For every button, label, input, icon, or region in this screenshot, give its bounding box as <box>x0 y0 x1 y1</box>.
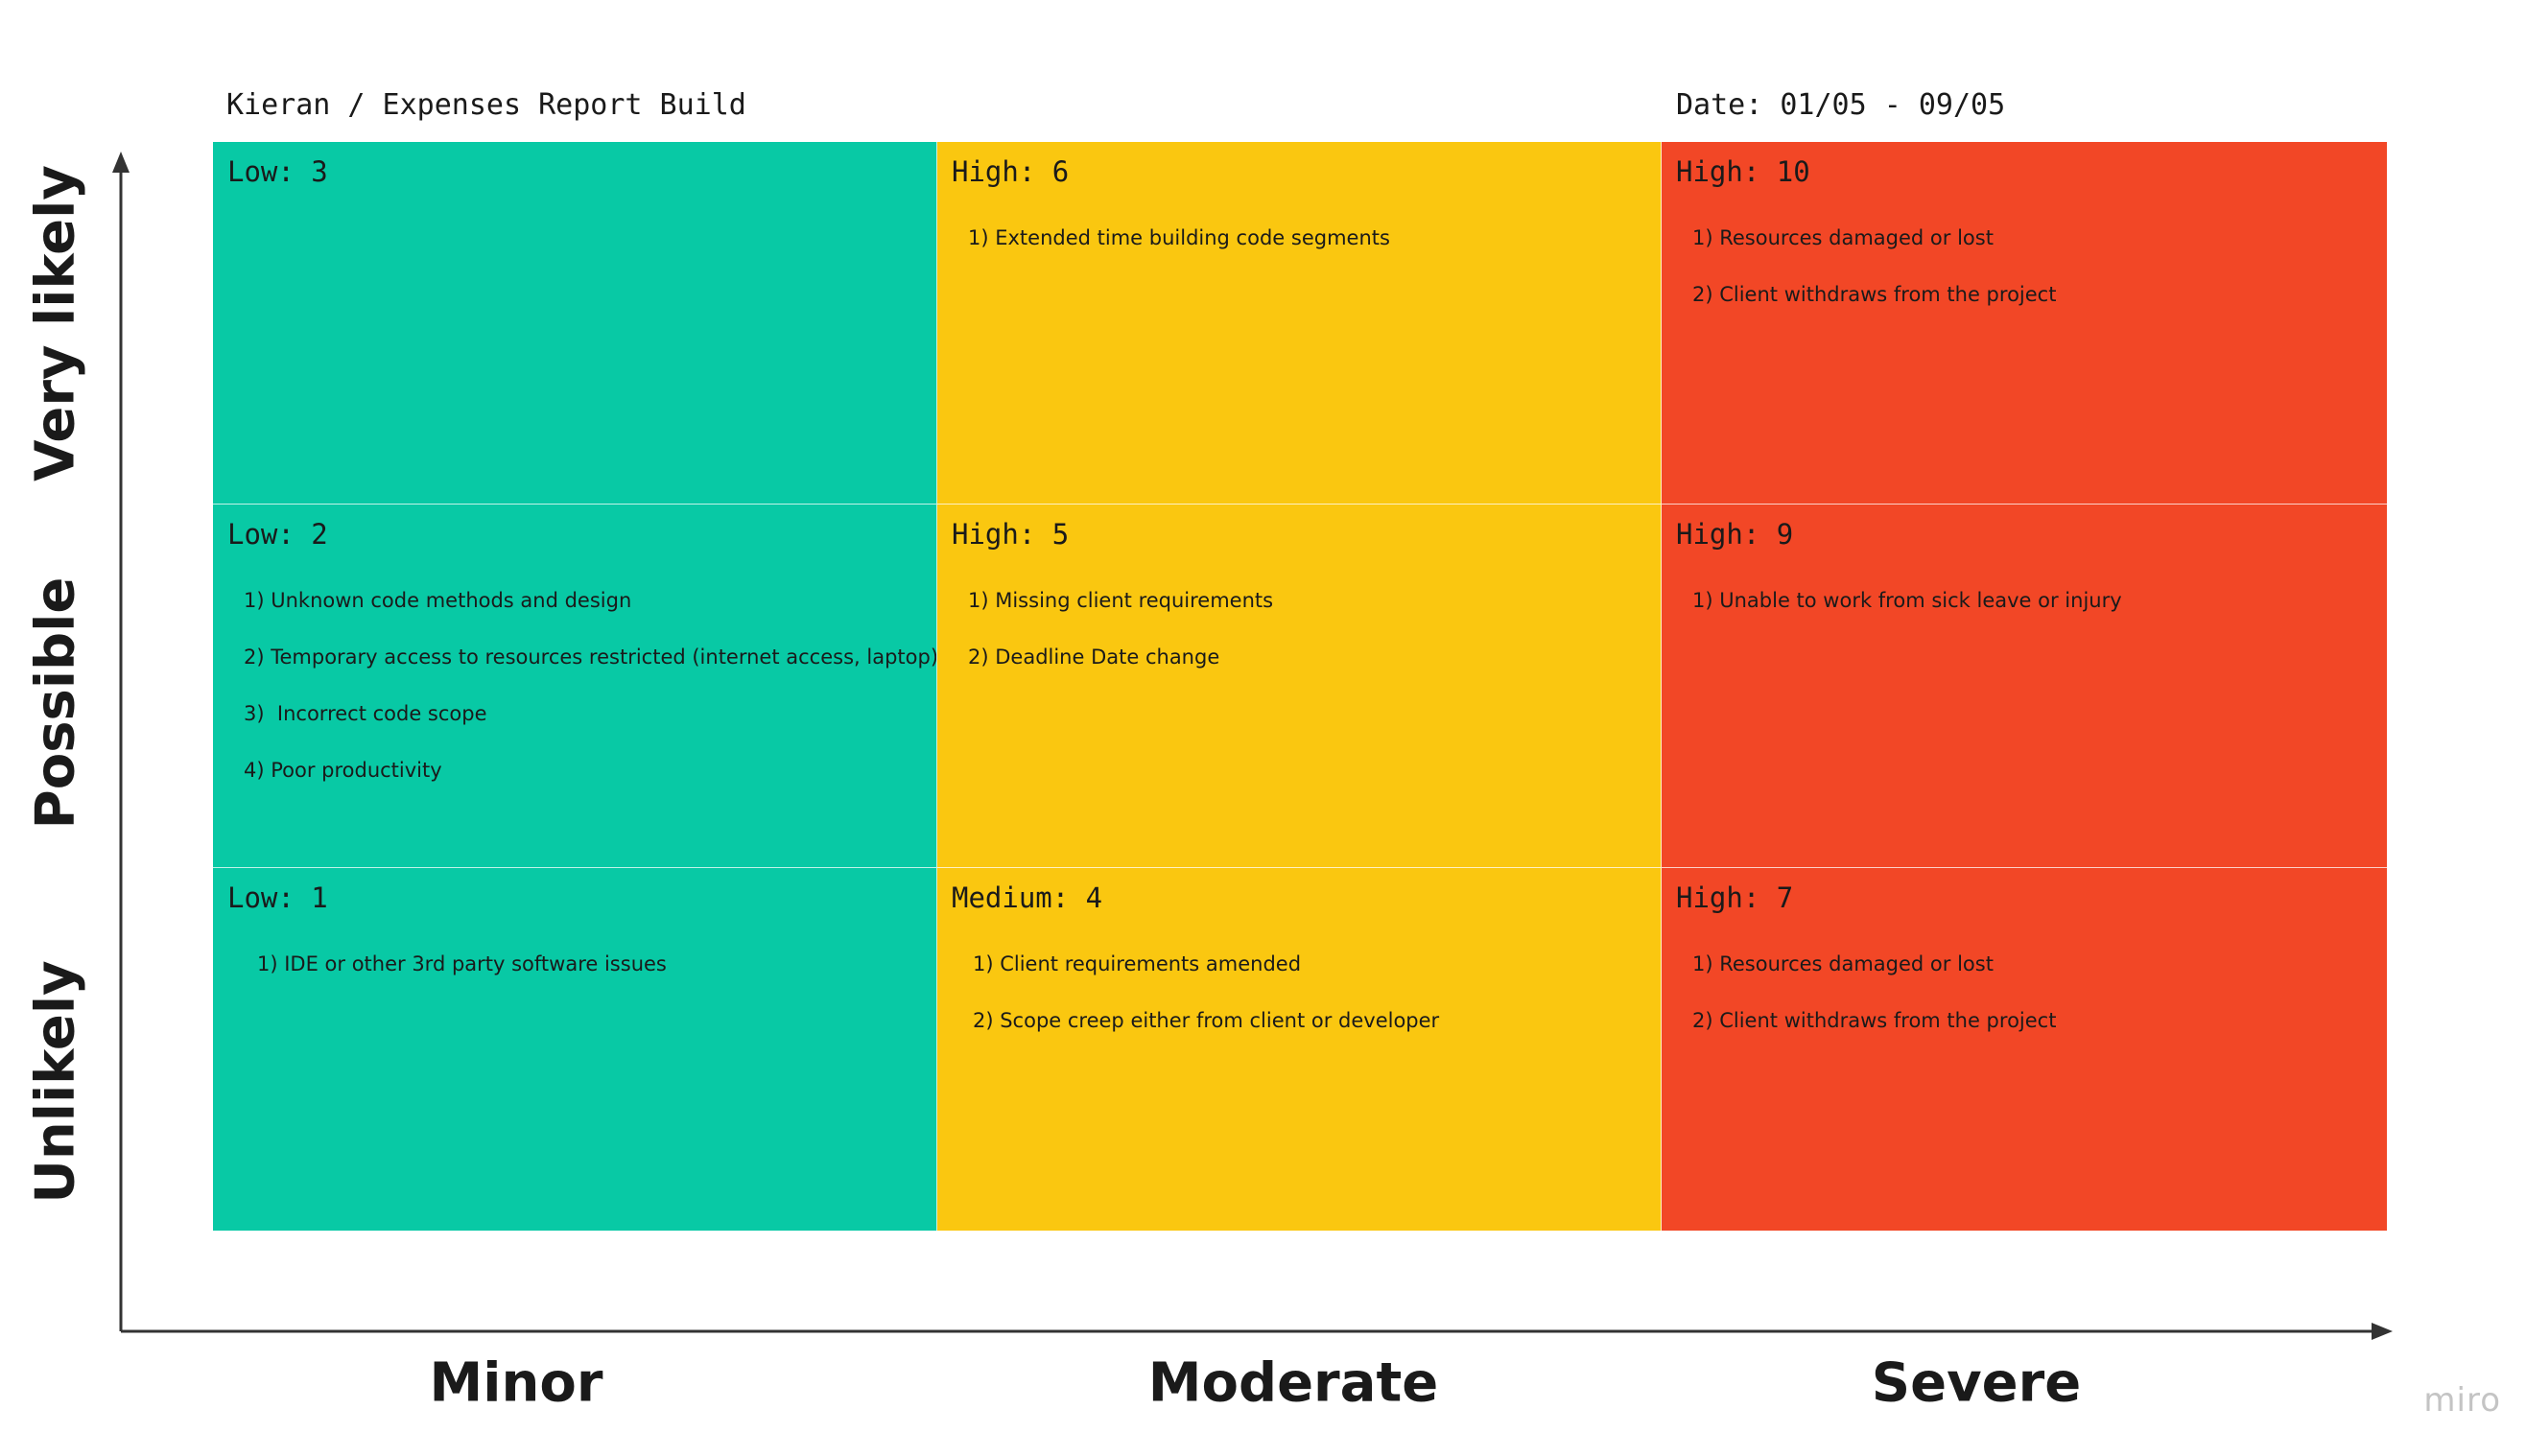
risk-item: 2) Temporary access to resources restric… <box>244 646 937 669</box>
cell-very-likely-minor[interactable]: Low: 3 <box>213 142 937 505</box>
cell-unlikely-moderate[interactable]: Medium: 4 1) Client requirements amended… <box>937 868 1662 1231</box>
cell-possible-moderate[interactable]: High: 5 1) Missing client requirements 2… <box>937 505 1662 868</box>
risk-list: 1) Unable to work from sick leave or inj… <box>1692 587 2122 644</box>
risk-list: 1) Missing client requirements 2) Deadli… <box>968 587 1273 700</box>
risk-item: 2) Scope creep either from client or dev… <box>973 1009 1440 1032</box>
cell-very-likely-severe[interactable]: High: 10 1) Resources damaged or lost 2)… <box>1662 142 2387 505</box>
cell-title: High: 10 <box>1676 155 1810 188</box>
risk-item: 2) Deadline Date change <box>968 646 1220 669</box>
cell-unlikely-severe[interactable]: High: 7 1) Resources damaged or lost 2) … <box>1662 868 2387 1231</box>
risk-item: 1) Client requirements amended <box>973 952 1302 975</box>
y-axis-arrowhead <box>112 152 130 173</box>
risk-list: 1) Unknown code methods and design 2) Te… <box>244 587 937 813</box>
cell-title: Low: 3 <box>227 155 328 188</box>
risk-list: 1) Client requirements amended 2) Scope … <box>973 951 1439 1064</box>
risk-list: 1) Resources damaged or lost 2) Client w… <box>1692 224 2056 338</box>
cell-title: Medium: 4 <box>952 881 1103 914</box>
risk-item: 1) Resources damaged or lost <box>1692 952 1994 975</box>
cell-very-likely-moderate[interactable]: High: 6 1) Extended time building code s… <box>937 142 1662 505</box>
risk-item: 1) Unable to work from sick leave or inj… <box>1692 589 2122 612</box>
risk-item: 1) Extended time building code segments <box>968 226 1390 249</box>
risk-list: 1) Extended time building code segments <box>968 224 1390 281</box>
risk-list: 1) IDE or other 3rd party software issue… <box>257 951 667 1007</box>
date-range: Date: 01/05 - 09/05 <box>1676 88 2006 122</box>
risk-matrix: Low: 3 High: 6 1) Extended time building… <box>213 142 2387 1231</box>
cell-title: High: 5 <box>952 518 1070 551</box>
cell-title: High: 7 <box>1676 881 1794 914</box>
risk-item: 1) Missing client requirements <box>968 589 1274 612</box>
risk-item: 4) Poor productivity <box>244 759 442 782</box>
risk-list: 1) Resources damaged or lost 2) Client w… <box>1692 951 2056 1064</box>
cell-title: Low: 2 <box>227 518 328 551</box>
cell-title: High: 6 <box>952 155 1070 188</box>
cell-unlikely-minor[interactable]: Low: 1 1) IDE or other 3rd party softwar… <box>213 868 937 1231</box>
risk-item: 1) IDE or other 3rd party software issue… <box>257 952 667 975</box>
cell-title: High: 9 <box>1676 518 1794 551</box>
cell-possible-severe[interactable]: High: 9 1) Unable to work from sick leav… <box>1662 505 2387 868</box>
risk-item: 2) Client withdraws from the project <box>1692 283 2057 306</box>
cell-possible-minor[interactable]: Low: 2 1) Unknown code methods and desig… <box>213 505 937 868</box>
project-title: Kieran / Expenses Report Build <box>226 88 746 122</box>
risk-item: 3) Incorrect code scope <box>244 702 487 725</box>
risk-item: 1) Unknown code methods and design <box>244 589 632 612</box>
cell-title: Low: 1 <box>227 881 328 914</box>
miro-watermark: miro <box>2423 1381 2501 1420</box>
risk-item: 1) Resources damaged or lost <box>1692 226 1994 249</box>
x-axis-arrowhead <box>2372 1323 2393 1340</box>
risk-item: 2) Client withdraws from the project <box>1692 1009 2057 1032</box>
